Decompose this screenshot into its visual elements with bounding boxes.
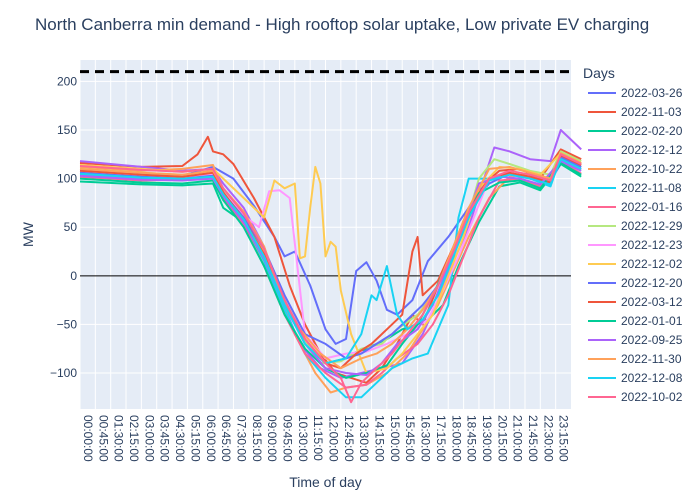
x-tick-label: 06:00:00 bbox=[204, 415, 218, 462]
legend-label: 2022-11-08 bbox=[621, 181, 682, 195]
x-tick-label: 03:45:00 bbox=[158, 415, 172, 462]
x-tick-label: 11:15:00 bbox=[311, 415, 325, 461]
legend-label: 2022-11-03 bbox=[621, 105, 682, 119]
legend-label: 2022-09-25 bbox=[621, 333, 683, 347]
x-tick-label: 03:00:00 bbox=[142, 415, 156, 462]
x-tick-label: 13:30:00 bbox=[357, 415, 371, 462]
series-line-2022-10-02 bbox=[79, 153, 582, 404]
x-tick-label: 12:45:00 bbox=[342, 415, 356, 462]
x-tick-label: 05:15:00 bbox=[188, 415, 202, 462]
y-tick-label: 150 bbox=[57, 123, 77, 137]
x-tick-label: 08:15:00 bbox=[250, 415, 264, 462]
y-tick-label: 50 bbox=[64, 220, 78, 234]
x-tick-label: 15:45:00 bbox=[403, 415, 417, 462]
reference-lines bbox=[80, 70, 571, 277]
x-tick-label: 01:30:00 bbox=[112, 415, 126, 462]
legend-label: 2022-11-30 bbox=[621, 352, 682, 366]
y-tick-label: 100 bbox=[57, 172, 77, 186]
y-axis-title: MW bbox=[20, 221, 36, 247]
legend-label: 2022-02-20 bbox=[621, 124, 683, 138]
y-tick-label: −50 bbox=[57, 317, 78, 331]
x-tick-label: 09:00:00 bbox=[265, 415, 279, 462]
x-tick-label: 14:15:00 bbox=[373, 415, 387, 462]
chart-title: North Canberra min demand - High rooftop… bbox=[35, 15, 649, 34]
x-tick-label: 21:45:00 bbox=[526, 415, 540, 462]
legend-label: 2022-12-23 bbox=[621, 238, 683, 252]
x-tick-label: 20:15:00 bbox=[495, 415, 509, 462]
series-line-2022-12-08 bbox=[79, 158, 582, 365]
x-axis-ticks: 00:00:00 00:45:00 01:30:00 02:15:00 03:00:00… bbox=[81, 415, 571, 462]
legend-label: 2022-12-08 bbox=[621, 371, 683, 385]
legend-label: 2022-01-01 bbox=[621, 314, 683, 328]
x-tick-label: 22:30:00 bbox=[541, 415, 555, 462]
legend-label: 2022-12-12 bbox=[621, 143, 683, 157]
y-tick-label: 200 bbox=[57, 74, 77, 88]
y-tick-label: −100 bbox=[50, 366, 77, 380]
legend-label: 2022-12-29 bbox=[621, 219, 683, 233]
y-tick-label: 0 bbox=[70, 269, 77, 283]
legend: Days 2022-03-26 2022-11-03 2022-02-20 2022-… bbox=[583, 65, 683, 404]
x-tick-label: 19:30:00 bbox=[480, 415, 494, 462]
x-tick-label: 18:00:00 bbox=[449, 415, 463, 462]
legend-label: 2022-12-20 bbox=[621, 276, 683, 290]
x-tick-label: 17:15:00 bbox=[434, 415, 448, 462]
x-tick-label: 04:30:00 bbox=[173, 415, 187, 462]
x-tick-label: 02:15:00 bbox=[127, 415, 141, 462]
x-tick-label: 12:00:00 bbox=[327, 415, 341, 462]
legend-label: 2022-10-22 bbox=[621, 162, 683, 176]
x-tick-label: 15:00:00 bbox=[388, 415, 402, 462]
legend-label: 2022-12-02 bbox=[621, 257, 683, 271]
x-tick-label: 09:45:00 bbox=[280, 415, 294, 462]
x-tick-label: 21:00:00 bbox=[511, 415, 525, 462]
x-tick-label: 07:30:00 bbox=[234, 415, 248, 462]
x-tick-label: 18:45:00 bbox=[465, 415, 479, 462]
x-tick-label: 00:00:00 bbox=[81, 415, 95, 462]
x-axis-title: Time of day bbox=[289, 474, 362, 490]
legend-label: 2022-10-02 bbox=[621, 390, 683, 404]
series-layer bbox=[79, 129, 582, 404]
x-tick-label: 23:15:00 bbox=[557, 415, 571, 462]
legend-label: 2022-01-16 bbox=[621, 200, 683, 214]
x-tick-label: 10:30:00 bbox=[296, 415, 310, 462]
legend-label: 2022-03-12 bbox=[621, 295, 683, 309]
x-tick-label: 06:45:00 bbox=[219, 415, 233, 462]
legend-label: 2022-03-26 bbox=[621, 86, 683, 100]
legend-title: Days bbox=[583, 65, 615, 81]
y-axis-ticks: −100 −50 0 50 100 150 200 bbox=[50, 74, 77, 380]
grid bbox=[79, 60, 571, 409]
x-tick-label: 00:45:00 bbox=[96, 415, 110, 462]
x-tick-label: 16:30:00 bbox=[419, 415, 433, 462]
